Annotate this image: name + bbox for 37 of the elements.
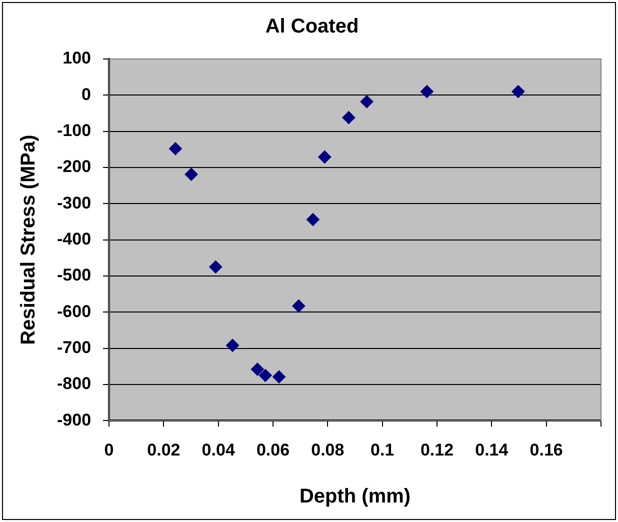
y-tick-label: -200	[56, 157, 92, 176]
x-tick-label: 0.04	[202, 440, 236, 460]
x-tick-label: 0.06	[256, 440, 290, 460]
point	[250, 362, 264, 376]
point	[420, 85, 434, 98]
point	[512, 85, 525, 98]
y-tick-label: 0	[82, 84, 92, 104]
point	[306, 213, 320, 226]
x-tick-label: 0.02	[147, 440, 180, 460]
point	[342, 111, 356, 124]
point	[292, 299, 306, 312]
y-tick-label: -800	[56, 374, 92, 394]
y-tick-label: -500	[56, 266, 92, 285]
point	[226, 338, 240, 352]
point	[184, 168, 198, 181]
point	[209, 260, 222, 274]
y-tick-label: -100	[56, 121, 92, 140]
point	[360, 95, 374, 108]
y-tick-label: 100	[62, 48, 92, 68]
y-tick-label: -400	[56, 229, 92, 248]
y-tick-label: -700	[56, 338, 92, 357]
x-tick-label: 0.12	[420, 440, 454, 460]
y-axis-title: Residual Stress (MPa)	[18, 134, 40, 345]
point	[272, 370, 286, 384]
point	[258, 368, 272, 382]
y-tick-label: -900	[56, 410, 92, 430]
x-tick-label: 0.1	[370, 440, 394, 460]
x-tick-label: 0.16	[530, 440, 563, 460]
point	[168, 142, 182, 156]
x-tick-label: 0.08	[311, 440, 344, 460]
chart-title: Al Coated	[265, 16, 359, 38]
x-axis-title: Depth (mm)	[299, 486, 411, 508]
y-tick-label: -600	[56, 302, 92, 321]
x-tick-label: 0.14	[475, 440, 509, 460]
y-tick-label: -300	[56, 193, 92, 212]
point	[318, 150, 332, 164]
x-tick-label: 0	[104, 440, 114, 460]
